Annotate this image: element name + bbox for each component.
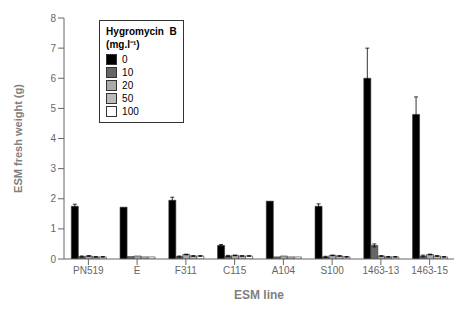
svg-text:8: 8 <box>50 13 56 24</box>
svg-text:F311: F311 <box>175 265 197 276</box>
svg-text:6: 6 <box>50 73 56 84</box>
html-text:Hygromycin B (mg.l⁻¹): Hygromycin B (mg.l⁻¹) <box>106 26 177 50</box>
svg-text:3: 3 <box>50 163 56 174</box>
svg-text:S100: S100 <box>320 265 344 276</box>
svg-text:C115: C115 <box>223 265 247 276</box>
svg-text:1: 1 <box>50 223 56 234</box>
svg-text:PN519: PN519 <box>73 265 104 276</box>
html-text:100: 100 <box>122 106 139 117</box>
svg-text:0: 0 <box>50 254 56 265</box>
svg-text:4: 4 <box>50 133 56 144</box>
html-text:20: 20 <box>122 80 134 91</box>
svg-text:A104: A104 <box>272 265 296 276</box>
svg-text:ESM fresh weight (g): ESM fresh weight (g) <box>12 84 24 193</box>
html-text:50: 50 <box>122 93 134 104</box>
svg-text:2: 2 <box>50 193 56 204</box>
svg-text:E: E <box>134 265 141 276</box>
svg-text:1463-15: 1463-15 <box>411 265 448 276</box>
svg-text:7: 7 <box>50 43 56 54</box>
svg-text:ESM line: ESM line <box>234 288 284 302</box>
html-text:10: 10 <box>122 67 134 78</box>
svg-text:5: 5 <box>50 103 56 114</box>
svg-text:1463-13: 1463-13 <box>363 265 400 276</box>
html-text:0: 0 <box>122 54 128 65</box>
